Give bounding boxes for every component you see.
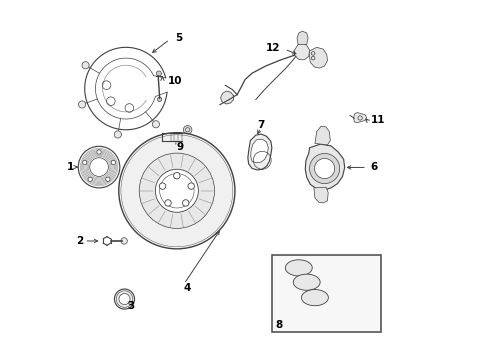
Circle shape [182,200,189,206]
Circle shape [119,133,235,249]
Polygon shape [310,47,327,68]
Circle shape [183,126,192,134]
Text: 5: 5 [175,33,182,42]
Circle shape [157,97,162,102]
Circle shape [152,121,159,128]
Circle shape [119,293,130,305]
Polygon shape [248,134,272,170]
Text: 8: 8 [275,320,283,329]
Circle shape [114,131,122,138]
Text: 9: 9 [177,142,184,152]
Circle shape [106,177,110,181]
Circle shape [121,238,127,244]
Text: 3: 3 [128,301,135,311]
Circle shape [310,153,340,184]
Circle shape [173,172,180,179]
Circle shape [83,160,87,165]
Polygon shape [251,139,269,163]
Circle shape [121,135,233,247]
Circle shape [159,183,166,189]
Circle shape [88,177,92,181]
Text: 2: 2 [76,236,84,246]
Polygon shape [314,187,328,203]
Polygon shape [305,144,344,190]
Circle shape [188,183,195,189]
Polygon shape [294,43,310,60]
Text: 12: 12 [266,43,280,53]
Text: 7: 7 [257,121,265,130]
Circle shape [78,146,120,188]
Circle shape [156,71,161,76]
Text: 10: 10 [168,76,182,86]
Circle shape [90,158,108,176]
Polygon shape [354,113,367,123]
Circle shape [115,289,135,309]
Polygon shape [285,260,312,276]
Circle shape [139,153,215,228]
Polygon shape [301,289,328,306]
Text: 4: 4 [184,283,191,293]
Polygon shape [293,274,320,290]
Circle shape [165,200,171,206]
Text: 1: 1 [66,162,74,172]
Circle shape [82,62,89,69]
Polygon shape [220,91,234,104]
Circle shape [111,160,116,165]
Text: 6: 6 [370,162,378,172]
Circle shape [97,150,101,154]
Circle shape [315,158,335,179]
Circle shape [155,169,198,212]
Circle shape [78,101,86,108]
Polygon shape [315,126,330,145]
Text: 11: 11 [371,115,386,125]
Polygon shape [297,31,308,44]
FancyBboxPatch shape [272,255,381,332]
